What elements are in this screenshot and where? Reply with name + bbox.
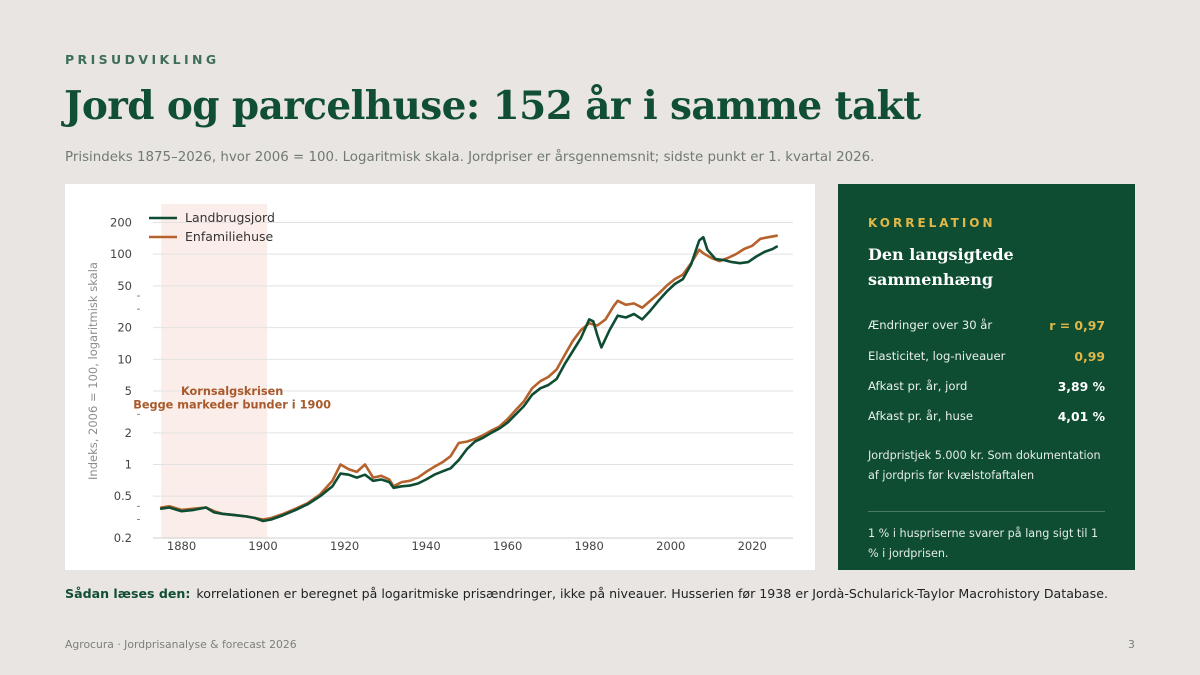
y-tick-label: 50 bbox=[117, 279, 132, 293]
y-tick-label: 5 bbox=[125, 384, 132, 398]
x-tick-label: 1960 bbox=[493, 539, 522, 553]
crisis-band bbox=[161, 204, 268, 538]
x-tick-label: 2020 bbox=[738, 539, 767, 553]
x-tick-label: 1940 bbox=[411, 539, 440, 553]
y-tick-label: 10 bbox=[117, 352, 132, 366]
stat-label: Ændringer over 30 år bbox=[868, 318, 993, 332]
stat-label: Afkast pr. år, jord bbox=[868, 379, 968, 393]
page-number: 3 bbox=[1128, 638, 1135, 651]
stat-value: 4,01 % bbox=[1057, 408, 1105, 424]
annotation-subtitle: Begge markeder bunder i 1900 bbox=[133, 399, 331, 412]
y-tick-label: 0.2 bbox=[114, 531, 132, 545]
page-title: Jord og parcelhuse: 152 år i samme takt bbox=[64, 83, 921, 129]
x-tick-label: 2000 bbox=[656, 539, 685, 553]
panel-conclusion: 1 % i huspriserne svarer på lang sigt ti… bbox=[868, 527, 1099, 560]
stat-value: 0,99 bbox=[1074, 348, 1105, 364]
price-index-chart: 0.2 0.5 1 2 5 10 20 50 100 200 1880 1900 1920 1940 19… bbox=[86, 204, 793, 553]
x-tick-label: 1980 bbox=[575, 539, 604, 553]
panel-kicker: KORRELATION bbox=[868, 216, 996, 230]
panel-divider bbox=[868, 511, 1105, 512]
x-axis: 1880 1900 1920 1940 1960 1980 2000 2020 bbox=[167, 539, 767, 553]
stat-value: r = 0,97 bbox=[1049, 317, 1105, 333]
stat-row-elasticity: Elasticitet, log-niveauer 0,99 bbox=[868, 346, 1105, 366]
reading-guide: Sådan læses den: korrelationen er beregne… bbox=[65, 586, 1108, 601]
reading-guide-label: Sådan læses den: bbox=[65, 586, 191, 601]
grid bbox=[153, 222, 793, 539]
y-tick-label: 20 bbox=[117, 321, 132, 335]
x-tick-label: 1900 bbox=[248, 539, 277, 553]
y-axis: 0.2 0.5 1 2 5 10 20 50 100 200 bbox=[110, 216, 140, 545]
reading-guide-text: korrelationen er beregnet på logaritmisk… bbox=[196, 586, 1108, 601]
subtitle: Prisindeks 1875–2026, hvor 2006 = 100. L… bbox=[65, 150, 875, 165]
series-line-landbrugsjord bbox=[159, 235, 778, 523]
y-tick-label: 200 bbox=[110, 216, 132, 230]
annotation-title: Kornsalgskrisen bbox=[181, 385, 283, 398]
stat-label: Afkast pr. år, huse bbox=[868, 409, 974, 423]
y-tick-label: 1 bbox=[125, 457, 132, 471]
chart-card: 0.2 0.5 1 2 5 10 20 50 100 200 1880 1900 1920 1940 19… bbox=[65, 184, 815, 570]
stat-value: 3,89 % bbox=[1057, 378, 1105, 394]
legend-label: Enfamiliehuse bbox=[185, 229, 274, 244]
panel-heading: Den langsigtede sammenhæng bbox=[868, 245, 1014, 289]
panel-note: Jordpristjek 5.000 kr. Som dokumentation… bbox=[868, 449, 1101, 482]
series-lines bbox=[159, 234, 778, 523]
y-axis-label: Indeks, 2006 = 100, logaritmisk skala bbox=[86, 262, 100, 480]
stat-row-return-land: Afkast pr. år, jord 3,89 % bbox=[868, 376, 1105, 396]
y-tick-label: 0.5 bbox=[114, 489, 132, 503]
legend: Landbrugsjord Enfamiliehuse bbox=[149, 210, 275, 244]
x-tick-label: 1920 bbox=[330, 539, 359, 553]
stat-row-30yr: Ændringer over 30 år r = 0,97 bbox=[868, 315, 1105, 335]
y-tick-label: 2 bbox=[125, 426, 132, 440]
correlation-panel: KORRELATION Den langsigtede sammenhæng Æ… bbox=[838, 184, 1135, 570]
legend-label: Landbrugsjord bbox=[185, 210, 275, 225]
stat-label: Elasticitet, log-niveauer bbox=[868, 349, 1006, 363]
footer-source: Agrocura · Jordprisanalyse & forecast 20… bbox=[65, 638, 297, 651]
eyebrow: PRISUDVIKLING bbox=[65, 52, 220, 67]
x-tick-label: 1880 bbox=[167, 539, 196, 553]
stat-row-return-houses: Afkast pr. år, huse 4,01 % bbox=[868, 406, 1105, 426]
y-tick-label: 100 bbox=[110, 247, 132, 261]
